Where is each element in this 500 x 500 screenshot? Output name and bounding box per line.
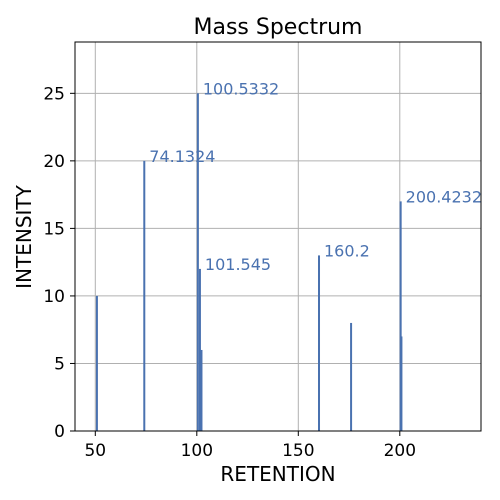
peak-label: 160.2	[324, 241, 370, 260]
y-tick-label: 20	[43, 152, 65, 172]
grid	[75, 42, 481, 432]
bars	[95, 93, 403, 431]
axis-ticks: 50 100 150 200 0 5 10 15 20 25	[43, 84, 416, 461]
y-tick-label: 5	[54, 354, 65, 374]
x-tick-label: 100	[181, 441, 213, 461]
peak-label: 100.5332	[203, 79, 279, 98]
spectrum-peak-bar	[196, 93, 199, 431]
y-tick-label: 10	[43, 287, 65, 307]
y-tick-label: 25	[43, 84, 65, 104]
y-tick-label: 0	[54, 422, 65, 442]
y-axis-label: INTENSITY	[12, 184, 36, 288]
spectrum-peak-bar	[400, 336, 403, 431]
spectrum-peak-bar	[350, 322, 353, 431]
spectrum-peak-bar	[95, 295, 98, 431]
peak-label: 200.4232	[406, 187, 482, 206]
x-tick-label: 50	[84, 441, 106, 461]
plot-frame	[74, 41, 482, 432]
peak-label: 74.1324	[149, 147, 215, 166]
spectrum-peak-bar	[399, 201, 402, 431]
spectrum-peak-bar	[318, 255, 321, 431]
x-tick-label: 200	[384, 441, 416, 461]
x-tick-label: 150	[282, 441, 314, 461]
x-axis-label: RETENTION	[220, 462, 335, 486]
peak-annotations: 74.1324 100.5332 101.545 160.2 200.4232	[149, 79, 482, 274]
peak-label: 101.545	[205, 255, 271, 274]
chart-title: Mass Spectrum	[194, 15, 363, 40]
spectrum-peak-bar	[198, 268, 201, 431]
spectrum-peak-bar	[200, 349, 203, 431]
y-tick-label: 15	[43, 219, 65, 239]
spectrum-peak-bar	[143, 160, 146, 431]
